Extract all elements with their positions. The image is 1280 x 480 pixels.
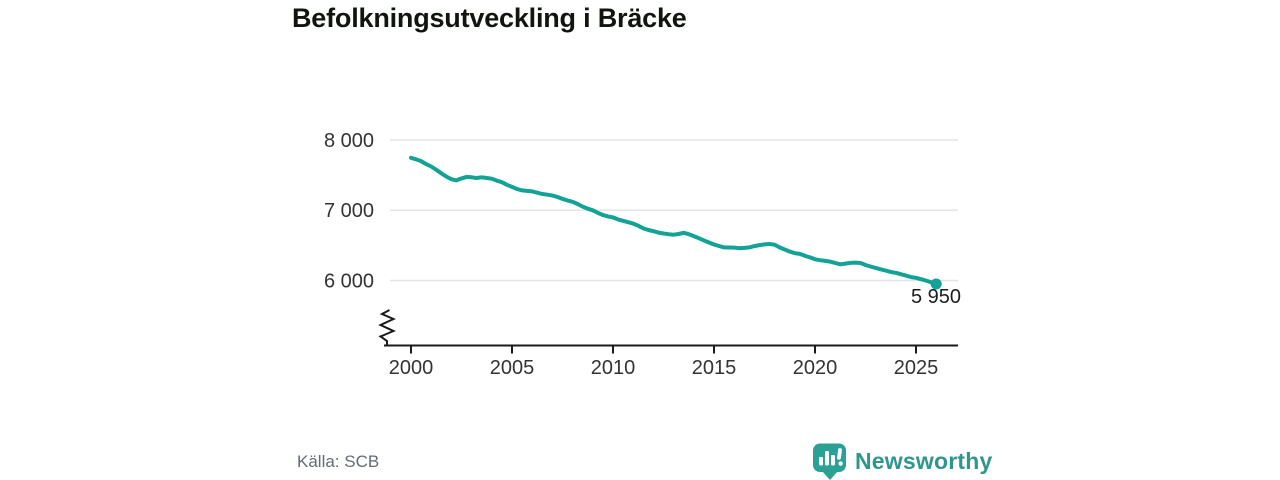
newsworthy-icon xyxy=(813,443,846,480)
x-axis xyxy=(378,309,958,354)
x-tick-label: 2020 xyxy=(793,357,838,379)
x-tick-label: 2000 xyxy=(389,357,434,379)
y-axis-break-icon xyxy=(378,309,396,346)
gridlines xyxy=(390,139,958,282)
population-line xyxy=(409,155,939,286)
x-tick-label: 2015 xyxy=(692,357,737,379)
latest-value-label: 5 950 xyxy=(910,286,962,308)
data-series xyxy=(409,155,942,290)
tick-labels: 6 000 7 000 8 000 2000 2005 2010 2015 2020 2025 xyxy=(324,130,938,379)
x-tick-label: 2010 xyxy=(591,357,636,379)
latest-point-marker xyxy=(930,278,942,290)
y-tick-label: 8 000 xyxy=(324,130,374,152)
brand-name: Newsworthy xyxy=(855,447,993,474)
brand-logo: Newsworthy xyxy=(812,442,992,480)
x-tick-label: 2005 xyxy=(490,357,535,379)
source-note: Källa: SCB xyxy=(297,452,380,471)
y-tick-label: 7 000 xyxy=(324,200,374,222)
page-title: Befolkningsutveckling i Bräcke xyxy=(292,3,687,33)
x-tick-label: 2025 xyxy=(894,357,939,379)
y-tick-label: 6 000 xyxy=(324,271,374,293)
